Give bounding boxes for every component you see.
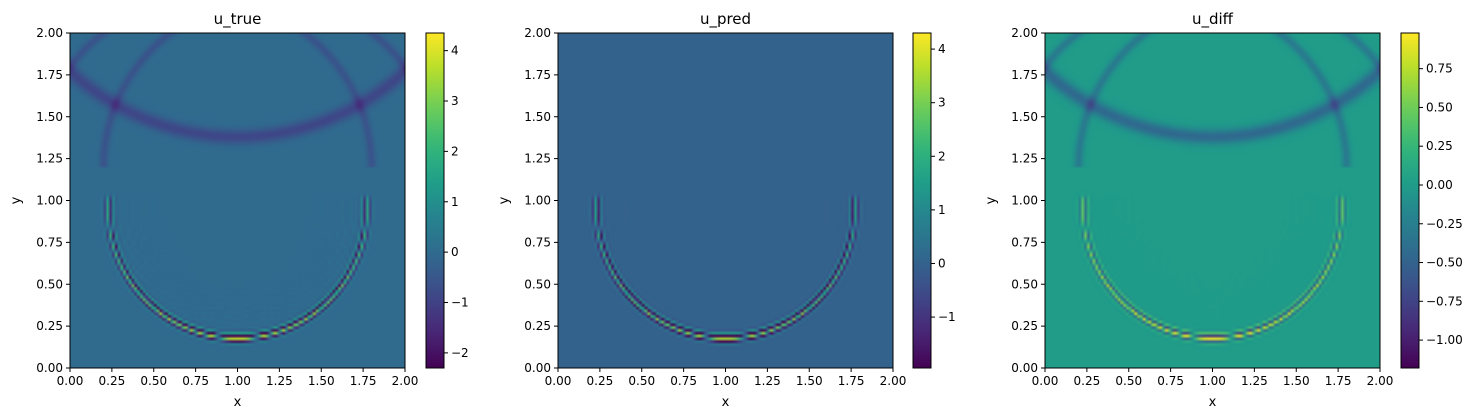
- y-tick-label: 1.25: [36, 152, 63, 166]
- y-tick-label: 1.00: [524, 194, 551, 208]
- colorbar-tick-label: 0: [451, 245, 459, 259]
- heatmap-image: [558, 33, 893, 368]
- x-tick-label: 1.75: [350, 374, 377, 388]
- y-tick-label: 0.00: [36, 361, 63, 375]
- x-axis-label: x: [234, 395, 242, 410]
- y-tick-label: 0.75: [36, 235, 63, 249]
- x-tick-label: 0.00: [1032, 374, 1059, 388]
- y-axis-label: y: [984, 196, 999, 204]
- y-tick-label: 1.00: [1011, 194, 1038, 208]
- y-tick-label: 0.00: [524, 361, 551, 375]
- x-tick-label: 0.75: [1157, 374, 1184, 388]
- colorbar-tick-label: −0.25: [1426, 217, 1463, 231]
- colorbar-tick-label: −0.75: [1426, 294, 1463, 308]
- colorbar-tick-label: 3: [451, 94, 459, 108]
- y-tick-label: 1.00: [36, 194, 63, 208]
- x-tick-label: 0.00: [545, 374, 572, 388]
- colorbar-tick-label: 3: [938, 96, 946, 110]
- colorbar-tick-label: −2: [451, 346, 469, 360]
- colorbar-tick-label: 0: [938, 256, 946, 270]
- y-tick-label: 0.75: [524, 235, 551, 249]
- colorbar-tick-label: 2: [451, 144, 459, 158]
- colorbar-tick-label: 1: [451, 195, 459, 209]
- y-tick-label: 1.50: [524, 110, 551, 124]
- x-tick-label: 1.50: [308, 374, 335, 388]
- x-tick-label: 1.25: [1241, 374, 1268, 388]
- x-tick-label: 0.00: [57, 374, 84, 388]
- x-tick-label: 0.50: [628, 374, 655, 388]
- x-tick-label: 1.00: [1199, 374, 1226, 388]
- chart-title: u_diff: [1192, 10, 1234, 29]
- colorbar-tick-label: 4: [451, 44, 459, 58]
- y-tick-label: 1.75: [1011, 68, 1038, 82]
- colorbar-tick-label: −1: [451, 296, 469, 310]
- y-tick-label: 0.75: [1011, 235, 1038, 249]
- y-tick-label: 1.75: [524, 68, 551, 82]
- y-tick-label: 1.75: [36, 68, 63, 82]
- chart-title: u_true: [214, 10, 262, 29]
- y-tick-label: 0.50: [524, 277, 551, 291]
- x-tick-label: 1.50: [796, 374, 823, 388]
- x-tick-label: 1.00: [224, 374, 251, 388]
- x-tick-label: 1.75: [1325, 374, 1352, 388]
- y-tick-label: 2.00: [1011, 26, 1038, 40]
- colorbar-tick-label: −0.50: [1426, 256, 1463, 270]
- colorbar: [912, 32, 932, 369]
- y-tick-label: 0.00: [1011, 361, 1038, 375]
- colorbar: [425, 32, 445, 369]
- x-tick-label: 0.25: [1074, 374, 1101, 388]
- x-tick-label: 0.75: [670, 374, 697, 388]
- colorbar-tick-label: 0.50: [1426, 100, 1453, 114]
- colorbar: [1400, 32, 1420, 369]
- heatmap-panel-1: u_true 0.00 0.25 0.50 0.75 1.00 1.25 1.50 1.75 2.…: [9, 10, 469, 410]
- x-tick-label: 1.25: [754, 374, 781, 388]
- chart-title: u_pred: [700, 10, 751, 29]
- x-tick-label: 2.00: [1367, 374, 1394, 388]
- y-axis-label: y: [497, 196, 512, 204]
- colorbar-tick-label: −1.00: [1426, 333, 1463, 347]
- y-tick-label: 2.00: [524, 26, 551, 40]
- colorbar-tick-label: 0.00: [1426, 178, 1453, 192]
- heatmap-panel-3: u_diff 0.00 0.25 0.50 0.75 1.00 1.25 1.50 1.75 2.…: [984, 10, 1463, 410]
- y-tick-label: 0.50: [1011, 277, 1038, 291]
- x-tick-label: 0.75: [182, 374, 209, 388]
- colorbar-tick-label: 2: [938, 149, 946, 163]
- x-axis-label: x: [1209, 395, 1217, 410]
- colorbar-tick-label: −1: [938, 310, 956, 324]
- y-tick-label: 1.50: [1011, 110, 1038, 124]
- colorbar-tick-label: 1: [938, 203, 946, 217]
- x-tick-label: 1.25: [266, 374, 293, 388]
- x-tick-label: 1.50: [1283, 374, 1310, 388]
- y-tick-label: 0.25: [524, 319, 551, 333]
- x-tick-label: 1.75: [838, 374, 865, 388]
- y-tick-label: 1.50: [36, 110, 63, 124]
- x-tick-label: 2.00: [880, 374, 907, 388]
- x-tick-label: 0.25: [587, 374, 614, 388]
- y-tick-label: 1.25: [1011, 152, 1038, 166]
- x-axis-label: x: [722, 395, 730, 410]
- y-tick-label: 2.00: [36, 26, 63, 40]
- y-tick-label: 0.50: [36, 277, 63, 291]
- y-tick-label: 0.25: [36, 319, 63, 333]
- colorbar-tick-label: 0.75: [1426, 62, 1453, 76]
- x-tick-label: 0.50: [1115, 374, 1142, 388]
- y-tick-label: 0.25: [1011, 319, 1038, 333]
- colorbar-tick-label: 0.25: [1426, 139, 1453, 153]
- heatmap-panel-2: u_pred 0.00 0.25 0.50 0.75 1.00 1.25 1.50 1.75 2.…: [497, 10, 956, 410]
- x-tick-label: 0.25: [99, 374, 126, 388]
- y-axis-label: y: [9, 196, 24, 204]
- heatmap-image: [1045, 33, 1380, 368]
- x-tick-label: 0.50: [140, 374, 167, 388]
- x-tick-label: 2.00: [392, 374, 419, 388]
- y-tick-label: 1.25: [524, 152, 551, 166]
- heatmap-image: [70, 33, 405, 368]
- colorbar-tick-label: 4: [938, 42, 946, 56]
- x-tick-label: 1.00: [712, 374, 739, 388]
